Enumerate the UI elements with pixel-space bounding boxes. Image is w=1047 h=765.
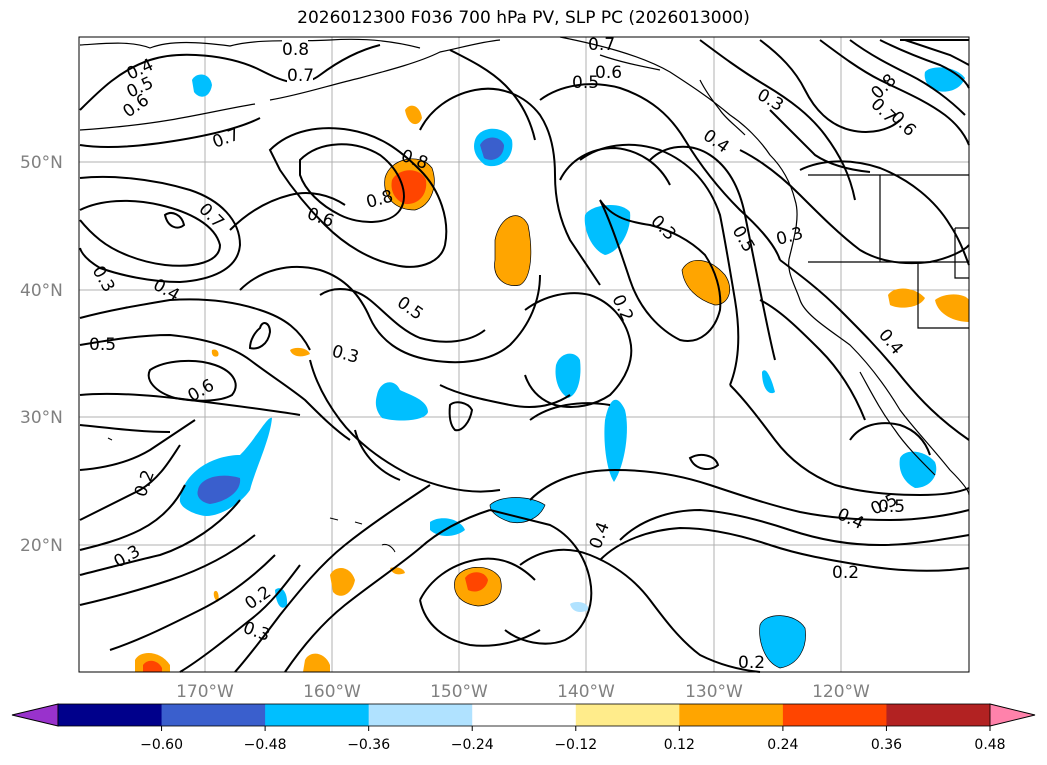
contour-label: 0.7 [287, 66, 314, 86]
map-frame [78, 36, 970, 673]
colorbar-tick-label: −0.36 [347, 737, 390, 753]
pv-negative-area [604, 399, 627, 482]
lon-label: 160°W [303, 682, 361, 702]
colorbar-border [57, 703, 991, 727]
pv-negative-area [375, 382, 428, 421]
lon-label: 140°W [557, 682, 615, 702]
colorbar-bin [886, 704, 991, 726]
map-title: 2026012300 F036 700 hPa PV, SLP PC (2026… [297, 8, 750, 28]
colorbar-bin [58, 704, 163, 726]
pv-positive-area [682, 260, 730, 305]
latitude-labels: 50°N 40°N 30°N 20°N [20, 153, 63, 556]
pv-negative-area [555, 353, 581, 398]
colorbar-bin [265, 704, 370, 726]
colorbar-bin [472, 704, 577, 726]
pv-positive-area [405, 105, 422, 125]
pv-negative-area [762, 370, 775, 394]
lon-label: 150°W [430, 682, 488, 702]
contour-label: 0.5 [89, 335, 116, 355]
pv-negative-core [197, 475, 241, 504]
colorbar-tick-label: −0.24 [451, 737, 494, 753]
colorbar-tick-label: 0.12 [664, 737, 695, 753]
pv-positive-area [213, 590, 219, 602]
slp-contours [79, 39, 970, 673]
pv-negative-area [192, 74, 212, 97]
colorbar-tick-label: 0.48 [974, 737, 1005, 753]
contour-label: 0.5 [878, 497, 905, 517]
coastlines [79, 36, 970, 496]
pv-positive-area [290, 347, 310, 357]
islands [107, 437, 396, 553]
map-background [79, 37, 969, 672]
pv-positive-area [935, 294, 969, 322]
pv-negative-area [570, 602, 589, 612]
lon-label: 120°W [812, 682, 870, 702]
lon-label: 130°W [685, 682, 743, 702]
contour-label: 0.6 [595, 63, 622, 83]
pv-outlines [384, 158, 806, 669]
colorbar-tick-label: −0.12 [554, 737, 597, 753]
lat-label: 40°N [20, 281, 63, 301]
pv-positive-area [888, 288, 925, 308]
colorbar-bin [782, 704, 887, 726]
contour-label: 0.8 [282, 40, 309, 60]
contour-label: 0.2 [832, 563, 859, 583]
colorbar-extend-min [11, 703, 59, 727]
lat-label: 50°N [20, 153, 63, 173]
lat-label: 30°N [20, 408, 63, 428]
contour-label: 0.5 [572, 73, 599, 93]
pv-positive-area [303, 653, 330, 672]
lat-label: 20°N [20, 536, 63, 556]
pv-negative-area [899, 451, 937, 488]
colorbar-tick-label: 0.24 [767, 737, 798, 753]
pv-negative-core [480, 137, 504, 160]
pv-negative-area [490, 497, 545, 523]
colorbar-bin [575, 704, 680, 726]
longitude-labels: 170°W 160°W 150°W 140°W 130°W 120°W [176, 682, 870, 702]
contour-label: 0.2 [738, 653, 765, 673]
pv-positive-core [143, 660, 162, 672]
pv-positive-area [330, 568, 355, 596]
pv-fill-layer [135, 67, 969, 672]
colorbar-tick-label: −0.48 [244, 737, 287, 753]
lon-label: 170°W [176, 682, 234, 702]
pv-positive-core [465, 572, 488, 592]
pv-negative-area [759, 615, 806, 668]
colorbar-extend-max [989, 703, 1036, 727]
colorbar-tick-label: −0.60 [140, 737, 183, 753]
colorbar-bin [368, 704, 473, 726]
pv-positive-area [494, 215, 531, 286]
pv-positive-area [211, 349, 219, 357]
contour-label: 0.7 [588, 35, 615, 55]
colorbar: −0.60 −0.48 −0.36 −0.24 −0.12 0.12 0.24 0.36 0.4… [11, 703, 1036, 753]
colorbar-tick-label: 0.36 [871, 737, 902, 753]
colorbar-bin [161, 704, 266, 726]
colorbar-bin [679, 704, 784, 726]
